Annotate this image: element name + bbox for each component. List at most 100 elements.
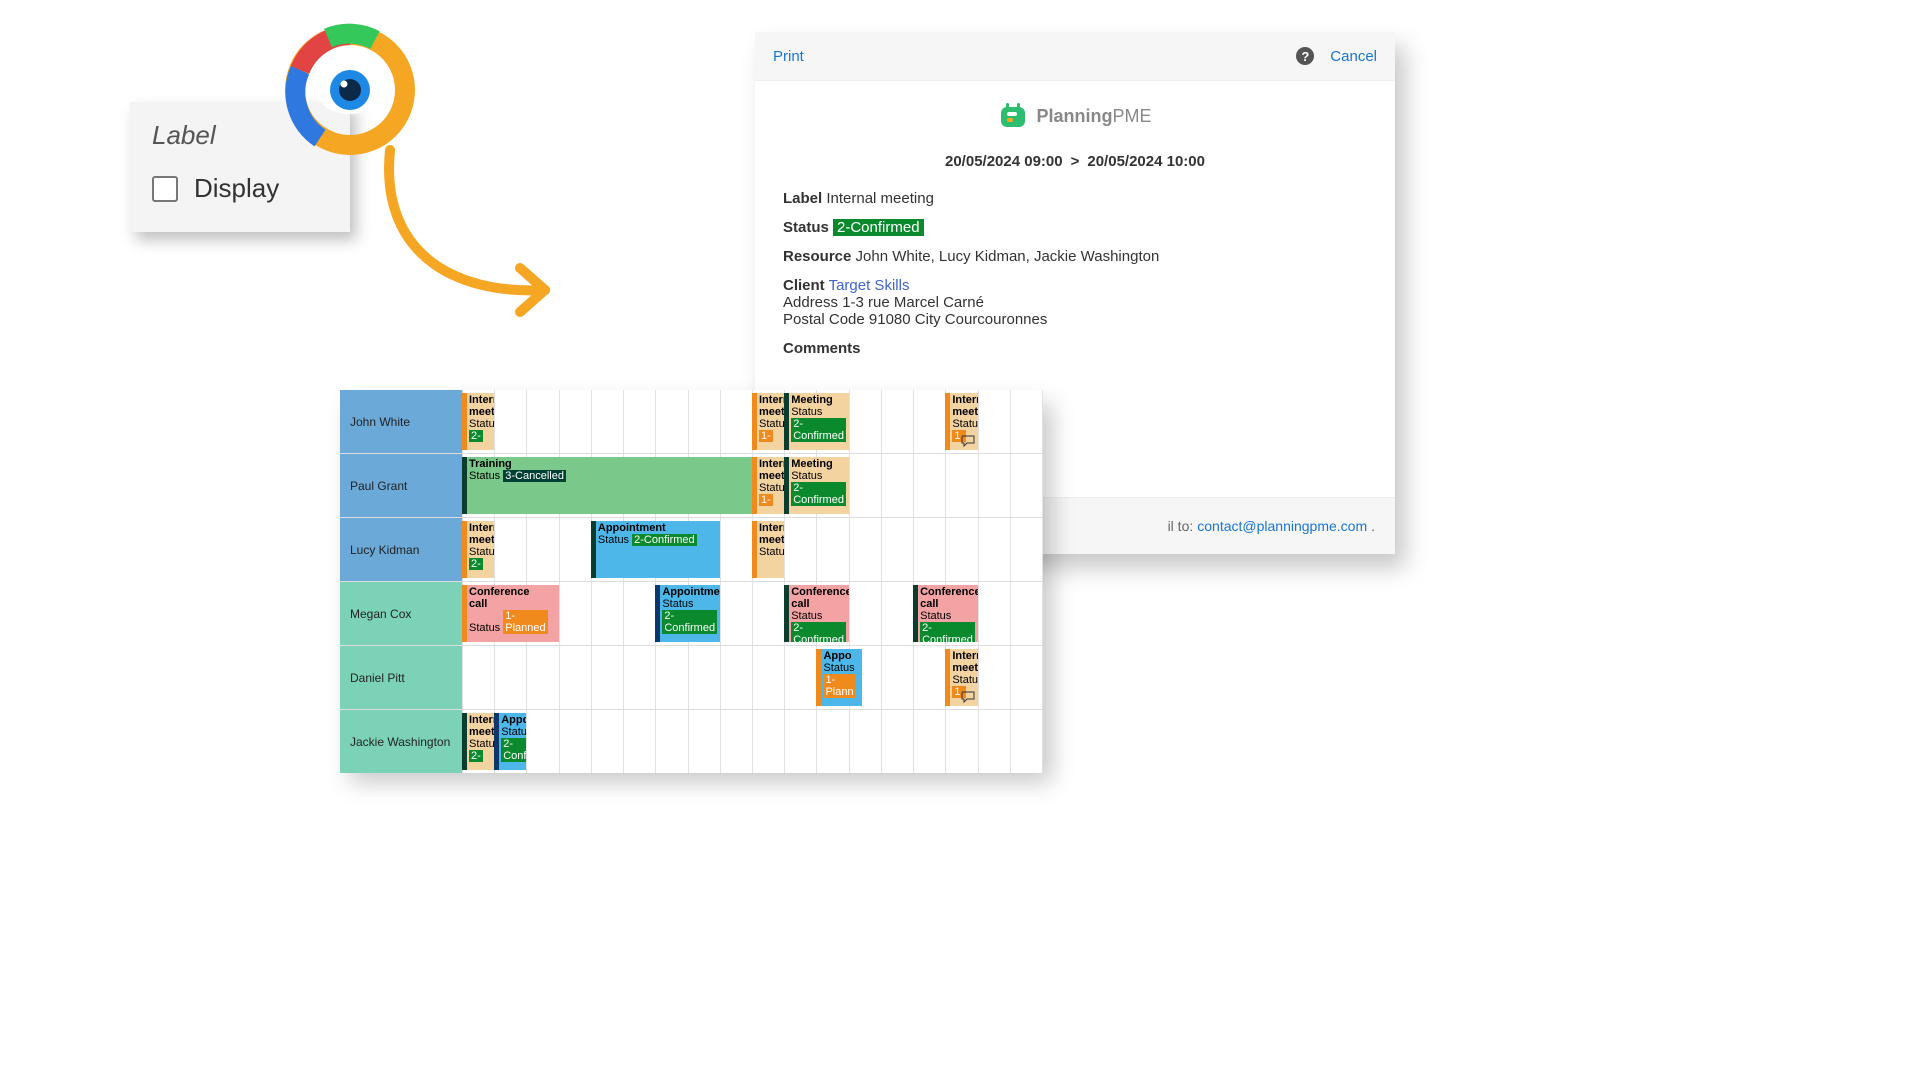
event[interactable]: AppointmentStatus 2-Confirmed: [591, 521, 720, 578]
event-status: Status 2-Confirmed: [662, 598, 717, 634]
help-icon[interactable]: ?: [1296, 47, 1314, 65]
event-title: Conferencecall: [920, 586, 975, 610]
event[interactable]: ConferencecallStatus 1-Planned: [462, 585, 559, 642]
event[interactable]: InterrmeetiStatu: [752, 521, 784, 578]
event[interactable]: MeetingStatus 2-Confirmed: [784, 393, 848, 450]
cancel-button[interactable]: Cancel: [1330, 48, 1377, 65]
label-line: Label Internal meeting: [783, 190, 1367, 207]
event-title: Appo: [823, 650, 859, 662]
eye-icon: [280, 20, 420, 160]
schedule-row: Megan CoxConferencecallStatus 1-Planned A…: [340, 582, 1042, 646]
footer-text: il to:: [1168, 518, 1194, 534]
brand-icon: [998, 101, 1028, 131]
row-name: Daniel Pitt: [340, 646, 462, 709]
event-title: Appo: [501, 714, 524, 726]
brand-text: PlanningPME: [1036, 106, 1151, 127]
client-line: Client Target Skills Address 1-3 rue Mar…: [783, 277, 1367, 328]
event[interactable]: TrainingStatus 3-Cancelled: [462, 457, 752, 514]
schedule: John WhiteInterrmeetiStatu 2-Interrmeeti…: [340, 390, 1042, 768]
footer-dot: .: [1371, 518, 1375, 534]
status-chip: 2-: [469, 558, 483, 570]
status-chip: 2-Confirmed: [920, 622, 975, 642]
event-status: Statu 2-: [469, 738, 492, 762]
event[interactable]: InterrmeetiStatu 1-: [752, 457, 784, 514]
schedule-row: Paul GrantTrainingStatus 3-CancelledInte…: [340, 454, 1042, 518]
status-chip: 3-Cancelled: [503, 470, 566, 482]
event[interactable]: MeetingStatus 2-Confirmed: [784, 457, 848, 514]
print-header: Print ? Cancel: [755, 32, 1395, 81]
schedule-row: Lucy KidmanInterrmeetiStatu 2-Appointmen…: [340, 518, 1042, 582]
event[interactable]: InterrmeetiStatu 2-: [462, 393, 494, 450]
row-track: InterrmeetiStatu 2-InterrmeetiStatu 1-Me…: [462, 390, 1042, 453]
event-title: Interrmeeti: [952, 394, 975, 418]
row-name: Megan Cox: [340, 582, 462, 645]
status-chip: 1-Planned: [503, 610, 547, 634]
event-title: Appointment: [598, 522, 718, 534]
event-title: Meeting: [791, 394, 846, 406]
event-title: Interrmeeti: [759, 394, 782, 418]
status-chip: 2-: [469, 430, 483, 442]
print-body: PlanningPME 20/05/2024 09:00 > 20/05/202…: [755, 81, 1395, 379]
event[interactable]: InterrmeetiStatu 2-: [462, 713, 494, 770]
event[interactable]: ConferencecallStatus 2-Confirmed: [913, 585, 977, 642]
event-status: Statu 2-Confi: [501, 726, 524, 762]
client-link[interactable]: Target Skills: [829, 277, 910, 294]
event-status: Statu 2-: [469, 546, 492, 570]
status-chip: 2-: [469, 750, 483, 762]
event-status: Status 2-Confirmed: [791, 610, 846, 642]
event-status: Status 3-Cancelled: [469, 470, 750, 482]
event-title: Conferencecall: [469, 586, 557, 610]
event-status: Statu 2-: [469, 418, 492, 442]
row-name: Lucy Kidman: [340, 518, 462, 581]
schedule-row: John WhiteInterrmeetiStatu 2-Interrmeeti…: [340, 390, 1042, 454]
date-sep: >: [1071, 153, 1080, 170]
event-title: Interrmeeti: [759, 522, 782, 546]
row-name: Paul Grant: [340, 454, 462, 517]
display-checkbox[interactable]: [152, 176, 178, 202]
row-name: Jackie Washington: [340, 710, 462, 773]
event-status: Status 1-Plann: [823, 662, 859, 698]
comment-icon: [961, 435, 975, 447]
status-chip: 2-Confirmed: [833, 219, 924, 236]
event-status: Status 2-Confirmed: [598, 534, 718, 546]
event[interactable]: InterrmeetiStatu 1-: [752, 393, 784, 450]
event-status: Statu 1-: [759, 482, 782, 506]
display-label: Display: [194, 173, 279, 204]
event-title: Meeting: [791, 458, 846, 470]
date-to: 20/05/2024 10:00: [1087, 153, 1205, 170]
event[interactable]: ConferencecallStatus 2-Confirmed: [784, 585, 848, 642]
row-track: InterrmeetiStatu 2-AppointmentStatus 2-C…: [462, 518, 1042, 581]
event-status: Status 2-Confirmed: [920, 610, 975, 642]
brand: PlanningPME: [783, 101, 1367, 131]
event-title: Conferencecall: [791, 586, 846, 610]
footer-mail[interactable]: contact@planningpme.com: [1197, 518, 1367, 534]
event[interactable]: AppoStatus 1-Plann: [816, 649, 861, 706]
event-title: Appointmen: [662, 586, 717, 598]
comment-icon: [961, 691, 975, 703]
schedule-row: Daniel Pitt AppoStatus 1-Plann Interrmeeti…: [340, 646, 1042, 710]
event[interactable]: AppoStatu 2-Confi: [494, 713, 526, 770]
resource-line: Resource John White, Lucy Kidman, Jackie…: [783, 248, 1367, 265]
row-track: TrainingStatus 3-CancelledInterrmeetiSta…: [462, 454, 1042, 517]
row-name: John White: [340, 390, 462, 453]
row-track: ConferencecallStatus 1-Planned Appointmen…: [462, 582, 1042, 645]
event[interactable]: InterrmeetiStatu 1-: [945, 649, 977, 706]
status-line: Status 2-Confirmed: [783, 219, 1367, 236]
event-title: Interrmeeti: [469, 522, 492, 546]
status-chip: 2-Confirmed: [791, 622, 846, 642]
status-chip: 2-Confirmed: [791, 482, 846, 506]
event[interactable]: AppointmenStatus 2-Confirmed: [655, 585, 719, 642]
status-chip: 2-Confirmed: [662, 610, 717, 634]
event[interactable]: InterrmeetiStatu 1-: [945, 393, 977, 450]
event[interactable]: InterrmeetiStatu 2-: [462, 521, 494, 578]
print-date: 20/05/2024 09:00 > 20/05/2024 10:00: [783, 153, 1367, 170]
schedule-row: Jackie WashingtonInterrmeetiStatu 2-Appo…: [340, 710, 1042, 773]
event-status: Status 2-Confirmed: [791, 470, 846, 506]
print-button[interactable]: Print: [773, 48, 804, 65]
event-status: Statu 1-: [759, 418, 782, 442]
row-track: InterrmeetiStatu 2-AppoStatu 2-Confi: [462, 710, 1042, 773]
display-row[interactable]: Display: [152, 173, 328, 204]
comments-line: Comments: [783, 340, 1367, 357]
event-status: Status 2-Confirmed: [791, 406, 846, 442]
event-title: Interrmeeti: [469, 394, 492, 418]
